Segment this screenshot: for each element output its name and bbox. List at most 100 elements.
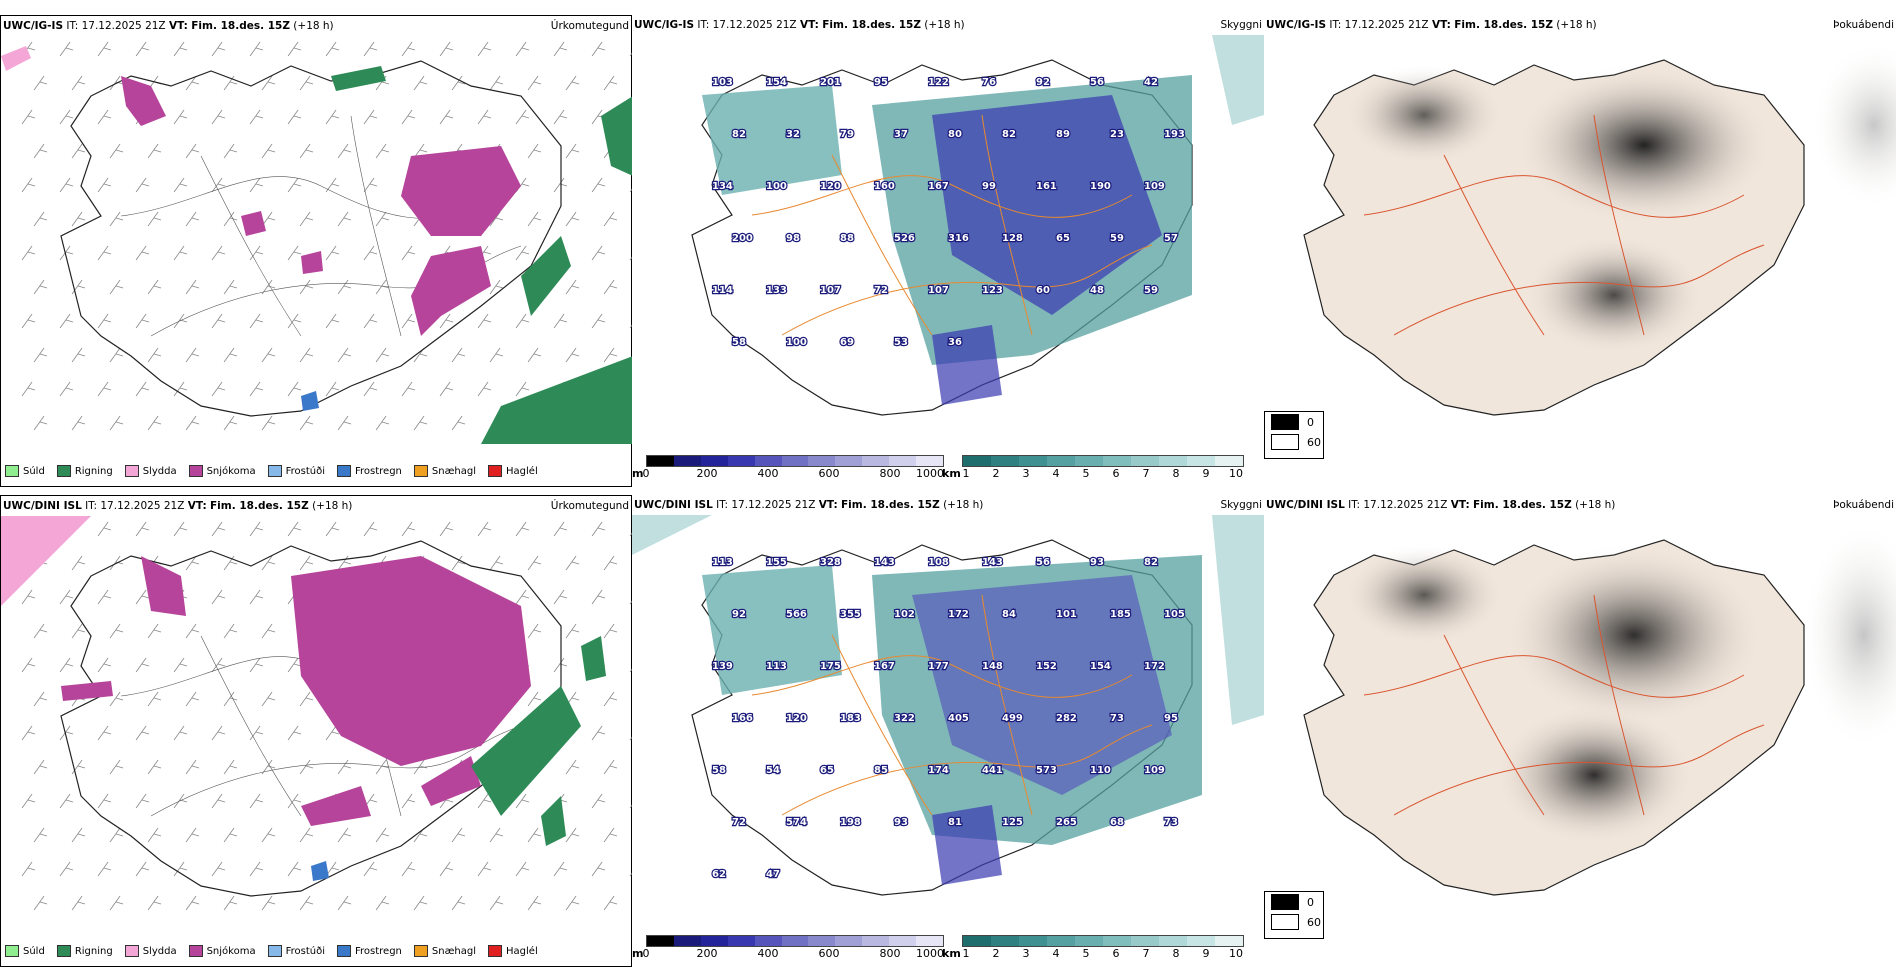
wind-barb [135,725,150,741]
wind-barb [401,313,416,329]
wind-barb [135,793,150,809]
wind-barb [363,861,378,877]
rain-areas [471,636,606,846]
wind-barb [489,211,504,227]
wind-barb [261,691,276,707]
wind-barb [565,759,580,775]
fog-legend-row2: 0 60 [1264,891,1324,939]
wind-barb [109,759,124,775]
wind-barb [603,211,618,227]
wind-barb [261,75,276,91]
visibility-value-label: 82 [1002,129,1016,140]
wind-barb [185,759,200,775]
wind-barb [185,691,200,707]
it-label: IT: [85,500,98,512]
wind-barb [299,211,314,227]
wind-barb [261,415,276,431]
wind-barb [515,41,530,57]
visibility-value-label: 105 [1164,609,1185,620]
wind-barb [33,623,48,639]
ceiling-colorbar: m 0 200 400 600 800 1000 [632,935,944,967]
wind-barb [527,623,542,639]
visibility-value-label: 109 [1144,181,1165,192]
precip-legend-swatch [337,945,351,957]
wind-barb [173,725,188,741]
wind-barb [287,41,302,57]
wind-barb [375,895,390,911]
wind-barb [299,759,314,775]
wind-barb [185,415,200,431]
visibility-value-label: 73 [1164,817,1178,828]
visibility-value-label: 82 [732,129,746,140]
wind-barb [21,657,36,673]
wind-barb [185,895,200,911]
ceiling-tick: 800 [879,947,901,960]
colorbar-step [808,456,836,466]
lead-time: (+18 h) [1556,19,1597,31]
visibility-value-label: 200 [732,233,753,244]
wind-barb [591,861,606,877]
wind-barb [33,279,48,295]
wind-barb [223,895,238,911]
precip-legend-label: Súld [23,465,45,477]
fog-map [1264,515,1896,923]
wind-barb [477,381,492,397]
wind-barb [299,279,314,295]
visibility-value-label: 79 [840,129,854,140]
wind-barb [223,623,238,639]
wind-barb [211,41,226,57]
wind-barb [59,793,74,809]
visibility-value-label: 573 [1036,765,1057,776]
precip-legend-label: Haglél [506,465,538,477]
panel-title: Skyggni [1220,19,1263,31]
visibility-value-label: 58 [732,337,746,348]
visibility-value-label: 122 [928,77,949,88]
fog-panel-row2: UWC/DINI ISL IT: 17.12.2025 21Z VT: Fim.… [1264,495,1896,967]
visibility-value-label: 58 [712,765,726,776]
wind-barb [337,759,352,775]
visibility-value-label: 193 [1164,129,1185,140]
wind-barb [223,75,238,91]
wind-barb [71,143,86,159]
model-source: UWC/DINI ISL [3,500,82,512]
wind-barb [71,555,86,571]
vt-value: Fim. 18.des. 15Z [841,499,940,511]
ceiling-unit: m [632,467,644,480]
wind-barb [337,143,352,159]
visibility-value-label: 201 [820,77,841,88]
colorbar-step [673,936,701,946]
wind-barb [565,75,580,91]
precip-legend-item: Snjókoma [188,945,256,957]
wind-barb [337,415,352,431]
wind-barb [97,313,112,329]
wind-barb [211,245,226,261]
vt-value: Fim. 18.des. 15Z [822,19,921,31]
precip-legend-label: Snæhagl [431,465,477,477]
precip-legend-item: Haglél [488,945,538,957]
colorbar-step [1103,936,1131,946]
wind-barb [565,827,580,843]
wind-barb [97,861,112,877]
visibility-value-label: 125 [1002,817,1023,828]
wind-barb [515,109,530,125]
wind-barb [249,41,264,57]
wind-barb [59,109,74,125]
visibility-map: 103 154 201 95 122 76 92 56 42 82 32 79 37 80 82 89 23 19… [632,35,1264,443]
precip-legend-swatch [124,945,139,957]
visibility-tick: 4 [1052,947,1060,960]
wind-barb [173,657,188,673]
wind-barb [33,895,48,911]
wind-barb [477,313,492,329]
roads [751,114,1153,336]
wind-barb [591,245,606,261]
wind-barb [489,827,504,843]
ceiling-tick: 1000 [916,947,944,960]
roads [751,594,1153,816]
visibility-map-svg: 113 155 328 143 108 143 56 93 82 92 566 355 102 172 84… [632,515,1264,896]
visibility-tick: 3 [1022,467,1030,480]
colorbar-step [963,456,991,466]
precip-legend-swatch [267,945,282,957]
visibility-tick: 5 [1082,467,1090,480]
it-label: IT: [716,499,729,511]
wind-barb [439,521,454,537]
